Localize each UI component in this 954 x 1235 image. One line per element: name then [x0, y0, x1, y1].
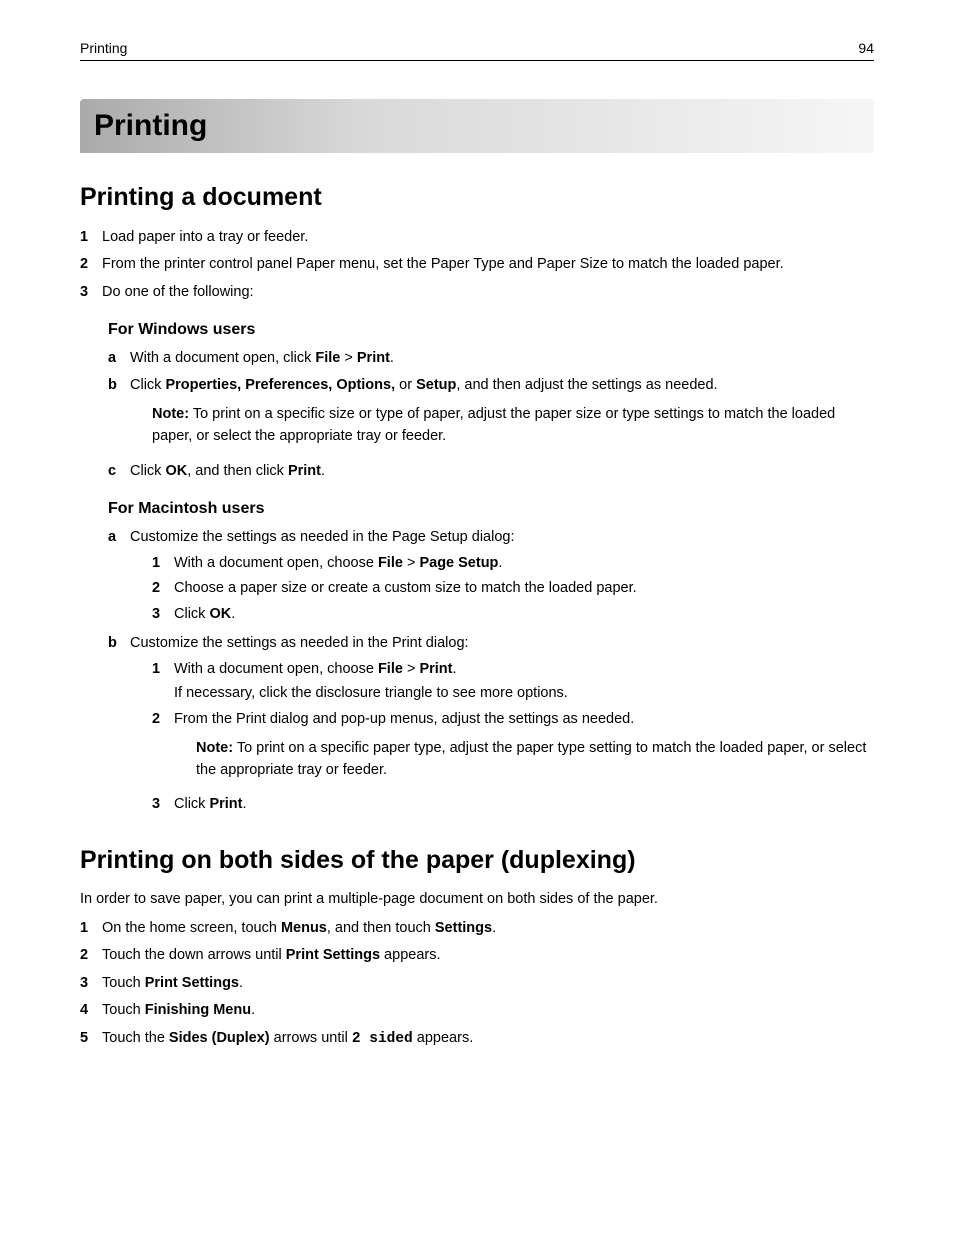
step-1: 1 Load paper into a tray or feeder. [80, 226, 874, 248]
step-marker: 3 [152, 603, 174, 625]
windows-note: Note: To print on a specific size or typ… [152, 404, 874, 448]
duplex-step-3: 3 Touch Print Settings. [80, 972, 874, 994]
windows-step-a: a With a document open, click File > Pri… [108, 347, 874, 369]
step-text: On the home screen, touch Menus, and the… [102, 917, 874, 939]
step-marker: c [108, 460, 130, 482]
header-section-name: Printing [80, 40, 127, 56]
step-text: Click Print. [174, 793, 874, 815]
step-marker: b [108, 632, 130, 818]
windows-step-b: b Click Properties, Preferences, Options… [108, 374, 874, 456]
step-2: 2 From the printer control panel Paper m… [80, 253, 874, 275]
step-marker: 1 [80, 226, 102, 248]
subheading-windows: For Windows users [108, 321, 874, 339]
duplex-step-4: 4 Touch Finishing Menu. [80, 999, 874, 1021]
mac-a-substeps: 1 With a document open, choose File > Pa… [130, 552, 874, 625]
step-marker: 1 [152, 552, 174, 574]
step-text: Customize the settings as needed in the … [130, 526, 874, 628]
windows-step-c: c Click OK, and then click Print. [108, 460, 874, 482]
step-marker: a [108, 347, 130, 369]
mac-b-1: 1 With a document open, choose File > Pr… [152, 658, 874, 705]
step-text: Touch Print Settings. [102, 972, 874, 994]
step-text: Choose a paper size or create a custom s… [174, 577, 874, 599]
step-text: Customize the settings as needed in the … [130, 632, 874, 818]
step-text: Click OK, and then click Print. [130, 460, 874, 482]
step-text: With a document open, click File > Print… [130, 347, 874, 369]
step-marker: 1 [152, 658, 174, 705]
step-marker: 2 [152, 708, 174, 790]
step-marker: 2 [152, 577, 174, 599]
step-text: Touch Finishing Menu. [102, 999, 874, 1021]
step-marker: 3 [152, 793, 174, 815]
mac-a-2: 2 Choose a paper size or create a custom… [152, 577, 874, 599]
step-text: Click Properties, Preferences, Options, … [130, 374, 874, 456]
step-text: From the Print dialog and pop-up menus, … [174, 708, 874, 790]
mac-step-a: a Customize the settings as needed in th… [108, 526, 874, 628]
step-text: Do one of the following: [102, 281, 874, 303]
step-marker: b [108, 374, 130, 456]
step-marker: 2 [80, 944, 102, 966]
mac-steps: a Customize the settings as needed in th… [80, 526, 874, 818]
step-text: Load paper into a tray or feeder. [102, 226, 874, 248]
step-text: Touch the Sides (Duplex) arrows until 2 … [102, 1027, 874, 1050]
mac-a-3: 3 Click OK. [152, 603, 874, 625]
mac-a-1: 1 With a document open, choose File > Pa… [152, 552, 874, 574]
duplex-intro: In order to save paper, you can print a … [80, 889, 874, 911]
printing-document-steps: 1 Load paper into a tray or feeder. 2 Fr… [80, 226, 874, 303]
step-text: Click OK. [174, 603, 874, 625]
duplex-step-1: 1 On the home screen, touch Menus, and t… [80, 917, 874, 939]
duplex-step-5: 5 Touch the Sides (Duplex) arrows until … [80, 1027, 874, 1050]
section-heading-printing-document: Printing a document [80, 183, 874, 212]
title-banner: Printing [80, 99, 874, 153]
duplex-steps: 1 On the home screen, touch Menus, and t… [80, 917, 874, 1050]
mac-b-3: 3 Click Print. [152, 793, 874, 815]
page-header: Printing 94 [80, 40, 874, 61]
subheading-macintosh: For Macintosh users [108, 500, 874, 518]
step-marker: 1 [80, 917, 102, 939]
section-heading-duplex: Printing on both sides of the paper (dup… [80, 846, 874, 875]
step-text: Touch the down arrows until Print Settin… [102, 944, 874, 966]
step-text: With a document open, choose File > Prin… [174, 658, 874, 705]
mac-b1-extra: If necessary, click the disclosure trian… [174, 682, 874, 704]
step-marker: 3 [80, 972, 102, 994]
step-marker: 3 [80, 281, 102, 303]
step-text: With a document open, choose File > Page… [174, 552, 874, 574]
header-page-number: 94 [858, 40, 874, 56]
mac-b-substeps: 1 With a document open, choose File > Pr… [130, 658, 874, 815]
step-marker: 5 [80, 1027, 102, 1050]
page-title: Printing [94, 109, 860, 143]
mac-note: Note: To print on a specific paper type,… [196, 738, 874, 782]
document-page: Printing 94 Printing Printing a document… [80, 40, 874, 1115]
mac-step-b: b Customize the settings as needed in th… [108, 632, 874, 818]
step-text: From the printer control panel Paper men… [102, 253, 874, 275]
step-marker: 2 [80, 253, 102, 275]
duplex-step-2: 2 Touch the down arrows until Print Sett… [80, 944, 874, 966]
step-marker: 4 [80, 999, 102, 1021]
windows-steps: a With a document open, click File > Pri… [80, 347, 874, 482]
step-3: 3 Do one of the following: [80, 281, 874, 303]
mac-b-2: 2 From the Print dialog and pop-up menus… [152, 708, 874, 790]
step-marker: a [108, 526, 130, 628]
